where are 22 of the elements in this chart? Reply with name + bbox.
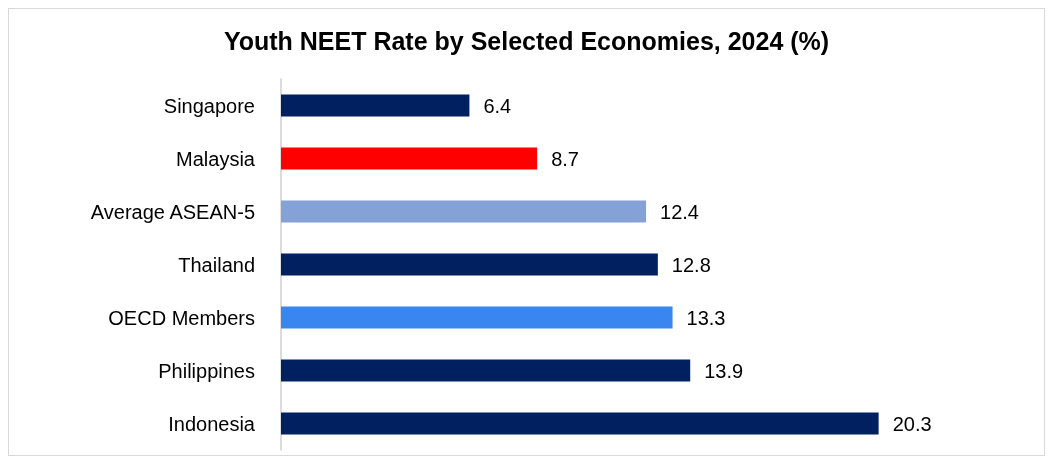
data-label: 12.8 — [671, 253, 711, 276]
data-label: 13.3 — [686, 306, 726, 329]
bar — [281, 94, 470, 117]
y-tick-label: Thailand — [178, 253, 255, 276]
bar — [281, 359, 691, 382]
y-tick-label: Singapore — [163, 94, 255, 117]
y-tick-label: Average ASEAN-5 — [90, 200, 255, 223]
data-label: 6.4 — [483, 94, 512, 117]
bar — [281, 412, 879, 435]
y-tick-label: Malaysia — [176, 147, 256, 170]
bar — [281, 306, 673, 329]
y-tick-label: Indonesia — [168, 412, 256, 435]
data-label: 8.7 — [551, 147, 579, 170]
data-label: 13.9 — [704, 359, 744, 382]
data-label: 20.3 — [892, 412, 932, 435]
chart-title: Youth NEET Rate by Selected Economies, 2024 (%) — [223, 26, 830, 55]
bar — [281, 253, 658, 276]
y-tick-label: OECD Members — [108, 306, 255, 329]
y-tick-label: Philippines — [158, 359, 255, 382]
bar — [281, 200, 647, 223]
bar — [281, 147, 538, 170]
data-label: 12.4 — [660, 200, 699, 223]
